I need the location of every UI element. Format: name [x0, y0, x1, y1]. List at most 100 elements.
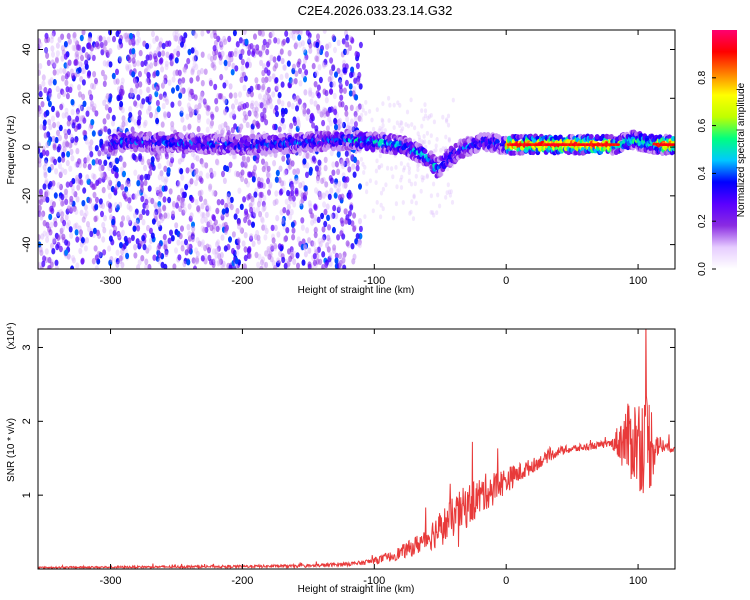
heatmap-cell: [211, 258, 216, 266]
heatmap-cell: [329, 213, 334, 220]
heatmap-cell: [240, 58, 245, 66]
heatmap-cell: [240, 227, 244, 234]
heatmap-cell: [45, 196, 50, 203]
heatmap-cell: [43, 86, 48, 94]
heatmap-cell: [108, 206, 113, 213]
heatmap-cell: [83, 212, 87, 220]
spectrogram-marks: [38, 30, 675, 269]
heatmap-cell: [160, 261, 165, 269]
heatmap-cell: [343, 208, 348, 215]
heatmap-cell: [420, 108, 424, 113]
heatmap-cell: [347, 210, 352, 217]
heatmap-cell: [295, 105, 299, 112]
heatmap-cell: [166, 111, 171, 119]
heatmap-cell: [357, 238, 362, 246]
heatmap-cell: [329, 149, 334, 157]
heatmap-cell: [231, 109, 236, 116]
heatmap-cell: [78, 104, 83, 111]
heatmap-cell: [190, 69, 195, 76]
heatmap-cell: [238, 124, 242, 131]
heatmap-cell: [358, 225, 363, 233]
heatmap-cell: [316, 174, 320, 181]
heatmap-cell: [107, 96, 112, 103]
heatmap-cell: [158, 93, 163, 100]
heatmap-cell: [69, 207, 73, 214]
heatmap-cell: [334, 160, 339, 168]
y-tick-label: 1: [21, 492, 33, 498]
heatmap-cell: [316, 189, 321, 196]
heatmap-cell: [85, 110, 90, 117]
heatmap-cell: [312, 217, 317, 224]
heatmap-cell: [108, 235, 113, 242]
heatmap-cell: [174, 32, 179, 39]
heatmap-cell: [200, 80, 205, 87]
y-tick-label: 40: [21, 43, 33, 55]
heatmap-cell: [234, 238, 239, 246]
heatmap-cell: [270, 245, 275, 252]
heatmap-cell: [213, 83, 218, 91]
heatmap-cell: [119, 100, 124, 108]
heatmap-cell: [243, 161, 248, 168]
heatmap-cell: [238, 53, 243, 60]
heatmap-cell: [154, 35, 159, 42]
heatmap-cell: [140, 255, 145, 262]
heatmap-cell: [322, 111, 327, 118]
heatmap-cell: [48, 92, 53, 100]
heatmap-cell: [233, 213, 238, 220]
heatmap-cell: [145, 63, 150, 70]
heatmap-cell: [336, 234, 341, 241]
heatmap-cell: [130, 234, 135, 242]
heatmap-cell: [287, 50, 292, 57]
heatmap-cell: [145, 86, 150, 93]
heatmap-cell: [121, 215, 125, 222]
heatmap-cell: [332, 204, 337, 212]
heatmap-cell: [41, 74, 46, 81]
heatmap-cell: [44, 47, 49, 54]
heatmap-cell: [41, 260, 46, 267]
heatmap-cell: [316, 84, 321, 91]
heatmap-cell: [284, 30, 289, 37]
heatmap-cell: [177, 33, 182, 40]
heatmap-cell: [125, 65, 130, 72]
heatmap-cell: [60, 75, 65, 82]
heatmap-cell: [537, 145, 543, 151]
heatmap-cell: [185, 113, 190, 120]
heatmap-cell: [258, 196, 262, 204]
heatmap-cell: [294, 187, 299, 195]
heatmap-cell: [187, 247, 192, 254]
heatmap-cell: [200, 225, 205, 232]
heatmap-cell: [160, 66, 165, 73]
heatmap-cell: [92, 183, 97, 190]
heatmap-cell: [69, 133, 74, 140]
heatmap-cell: [45, 141, 50, 148]
heatmap-cell: [115, 261, 120, 268]
heatmap-cell: [131, 153, 136, 160]
heatmap-cell: [327, 116, 332, 123]
heatmap-cell: [296, 236, 301, 243]
heatmap-cell: [50, 242, 54, 250]
heatmap-cell: [257, 253, 262, 260]
heatmap-cell: [288, 163, 293, 170]
heatmap-cell: [402, 165, 407, 171]
heatmap-cell: [171, 76, 176, 83]
heatmap-cell: [194, 63, 199, 70]
heatmap-cell: [306, 108, 311, 115]
heatmap-cell: [368, 178, 372, 184]
heatmap-cell: [312, 253, 317, 260]
heatmap-cell: [126, 203, 131, 210]
heatmap-cell: [232, 30, 237, 37]
heatmap-cell: [151, 30, 155, 38]
colorbar-ticks: 0.00.20.40.60.8: [697, 70, 716, 276]
heatmap-cell: [234, 65, 239, 72]
heatmap-cell: [136, 119, 141, 126]
heatmap-cell: [68, 226, 73, 233]
heatmap-cell: [90, 119, 95, 126]
heatmap-cell: [157, 173, 162, 181]
heatmap-cell: [80, 67, 85, 75]
heatmap-cell: [255, 229, 260, 237]
heatmap-cell: [390, 166, 394, 172]
heatmap-cell: [429, 193, 433, 199]
heatmap-cell: [184, 183, 189, 191]
heatmap-cell: [75, 54, 80, 61]
heatmap-cell: [179, 133, 185, 139]
